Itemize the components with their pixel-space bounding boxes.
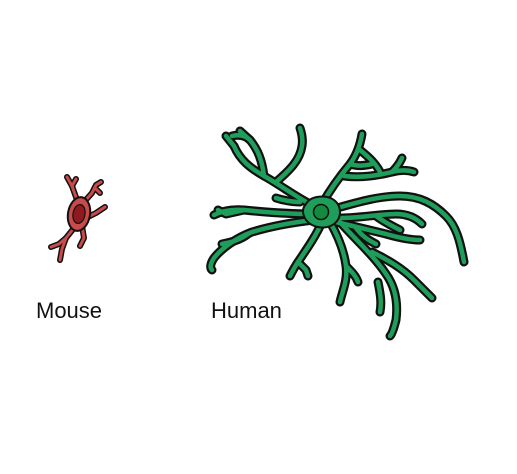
- human-nucleus: [312, 203, 330, 221]
- human-label: Human: [211, 298, 282, 323]
- mouse-astrocyte: [48, 174, 108, 263]
- human-astrocyte: [206, 123, 469, 341]
- mouse-label: Mouse: [36, 298, 103, 323]
- mouse-nucleus: [72, 203, 86, 225]
